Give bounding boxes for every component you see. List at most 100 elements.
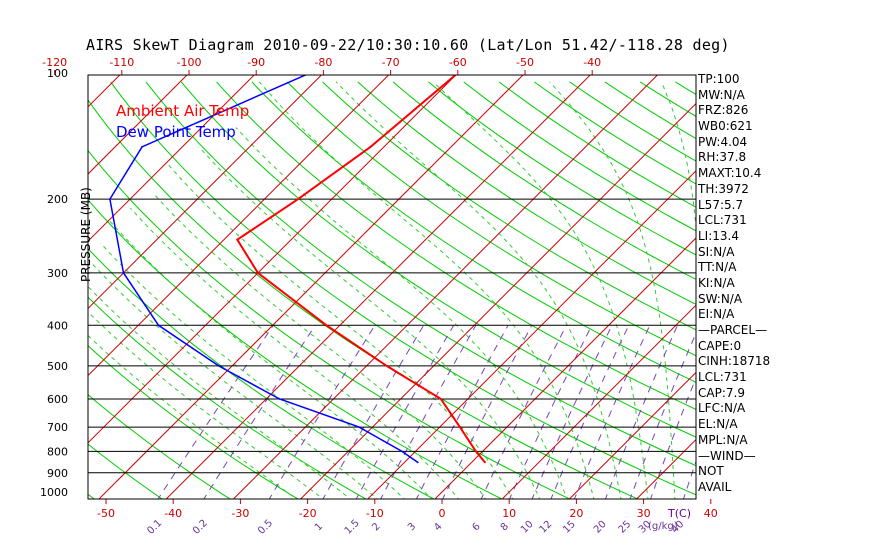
- indices-panel: TP:100 MW:N/A FRZ:826 WB0:621 PW:4.04 RH…: [698, 72, 868, 496]
- mixing-ratio-line: [415, 325, 509, 499]
- moist-adiabat-line: [100, 242, 405, 499]
- moist-adiabat-line: [88, 258, 378, 499]
- temperature-point: [484, 461, 486, 464]
- dry-adiabat-line: [88, 199, 503, 499]
- index-wb0: WB0:621: [698, 119, 753, 134]
- isotherm-line: [88, 75, 457, 444]
- dry-adiabat-line: [88, 393, 231, 499]
- section-parcel: —PARCEL—: [698, 323, 768, 337]
- dewpoint-point: [109, 198, 111, 201]
- isotherm-line: [88, 75, 121, 108]
- dry-adiabat-line: [145, 81, 696, 467]
- isotherm-line: [568, 371, 696, 499]
- mixing-ratio-label: 0.1: [145, 518, 164, 537]
- y-tick-label: 900: [47, 467, 68, 480]
- moist-adiabat-line: [88, 334, 297, 499]
- section-wind: —WIND—: [698, 448, 756, 463]
- mixing-ratio-label: 25: [617, 519, 634, 536]
- dewpoint-point: [141, 145, 144, 148]
- temperature-point: [297, 198, 299, 201]
- dry-adiabat-line: [357, 81, 696, 305]
- moist-adiabat-line: [258, 81, 595, 499]
- dry-adiabat-line: [180, 81, 696, 438]
- isotherm-line: [501, 304, 696, 499]
- legend-dewpoint: Dew Point Temp: [116, 123, 236, 141]
- index-li: LI:13.4: [698, 228, 739, 243]
- dewpoint-point: [358, 426, 360, 428]
- index-cinh: CINH:18718: [698, 354, 771, 369]
- x-tick-label: 20: [569, 507, 583, 520]
- y-tick-label: 500: [47, 360, 68, 373]
- x-tick-label: -10: [366, 507, 384, 520]
- index-sw: SW:N/A: [698, 291, 743, 306]
- index-l57: L57:5.7: [698, 197, 744, 212]
- x-tick-label: -50: [97, 507, 115, 520]
- moist-adiabat-line: [109, 220, 433, 499]
- index-maxt: MAXT:10.4: [698, 166, 762, 181]
- top-tick-label: -40: [583, 56, 601, 69]
- y-tick-label: 700: [47, 421, 68, 434]
- temperature-point: [369, 145, 372, 148]
- moist-adiabat-line: [88, 285, 351, 499]
- top-tick-label: -70: [382, 56, 400, 69]
- isotherm-line: [88, 75, 323, 310]
- dry-adiabat-line: [498, 81, 696, 208]
- temperature-point: [475, 450, 477, 453]
- mixing-ratio-label: 15: [561, 519, 578, 536]
- mixing-ratio-unit-label: (g/kg): [648, 521, 678, 532]
- temperature-point: [257, 272, 259, 274]
- moist-adiabat-line: [153, 194, 487, 499]
- y-tick-label: 100: [47, 67, 68, 80]
- dry-adiabat-line: [0, 82, 29, 501]
- mixing-ratio-line: [531, 325, 613, 499]
- y-tick-label: 1000: [40, 486, 68, 499]
- mixing-ratio-line: [650, 376, 696, 499]
- mixing-ratio-label: 8: [499, 521, 511, 533]
- y-tick-label: 400: [47, 319, 68, 332]
- dry-adiabat-line: [88, 443, 163, 499]
- dry-adiabat-line: [88, 345, 299, 499]
- temperature-point: [459, 426, 461, 428]
- dry-adiabat-line: [534, 81, 696, 185]
- dry-adiabat-line: [251, 81, 696, 383]
- moist-adiabat-line: [167, 163, 514, 499]
- wind-avail: AVAIL: [698, 479, 732, 494]
- isotherm-line: [88, 75, 390, 377]
- x-tick-label: 10: [502, 507, 516, 520]
- moist-adiabat-line: [198, 146, 541, 499]
- dewpoint-point: [157, 324, 160, 327]
- dry-adiabat-line: [110, 81, 696, 496]
- top-tick-label: -100: [177, 56, 202, 69]
- mixing-ratio-line: [480, 325, 567, 499]
- x-tick-label: -40: [164, 507, 182, 520]
- index-mw: MW:N/A: [698, 87, 745, 102]
- pressure-gridlines: [88, 198, 696, 474]
- legend-temperature: Ambient Air Temp: [116, 102, 250, 120]
- temperature-point: [236, 238, 239, 241]
- temperature-point: [440, 398, 442, 400]
- mixing-ratio-line: [268, 325, 376, 499]
- mixing-ratio-label: 10: [519, 519, 536, 536]
- chart-title: AIRS SkewT Diagram 2010-09-22/10:30:10.6…: [86, 36, 730, 54]
- top-tick-label: -60: [449, 56, 467, 69]
- isotherm-line: [434, 237, 696, 499]
- dry-adiabat-line: [428, 81, 696, 256]
- index-cap: CAP:7.9: [698, 385, 745, 400]
- mixing-ratio-line: [203, 325, 316, 499]
- dry-adiabat-line: [88, 296, 367, 499]
- x-tick-label: 40: [704, 507, 718, 520]
- isotherm-line: [0, 54, 7, 501]
- moist-adiabat-line: [549, 81, 676, 499]
- x-tick-label: 30: [637, 507, 651, 520]
- index-frz: FRZ:826: [698, 103, 749, 118]
- dewpoint-point: [122, 272, 125, 274]
- mixing-ratio-label: 1.5: [343, 518, 362, 537]
- dry-adiabat-line: [569, 81, 696, 162]
- index-lcl: LCL:731: [698, 213, 747, 228]
- dry-adiabat-line: [216, 81, 696, 410]
- y-tick-label: 600: [47, 393, 68, 406]
- dry-adiabat-line: [88, 247, 435, 499]
- top-tick-label: -110: [109, 56, 134, 69]
- plot-frame: [87, 74, 697, 500]
- top-tick-label: -50: [516, 56, 534, 69]
